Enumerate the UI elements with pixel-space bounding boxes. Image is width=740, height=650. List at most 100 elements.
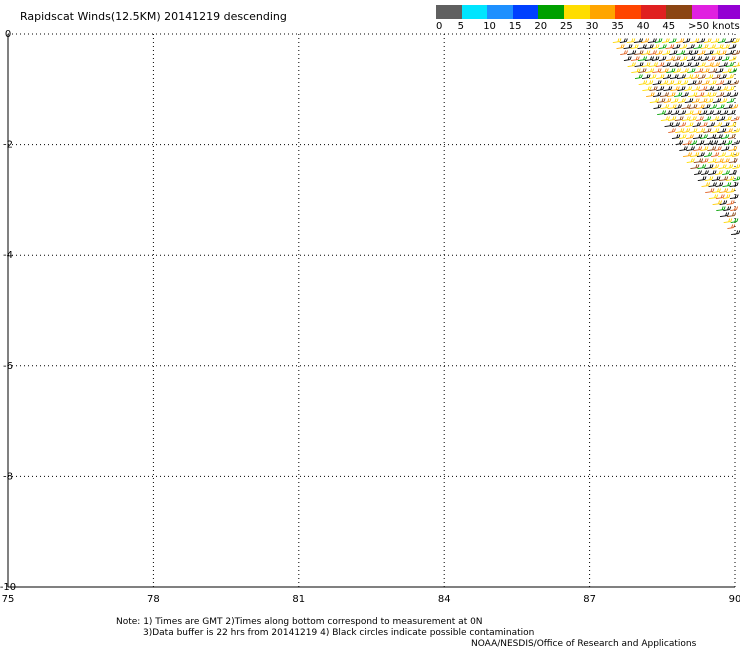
wind-barb <box>727 110 736 115</box>
wind-barb <box>711 164 720 169</box>
wind-barb <box>702 116 712 121</box>
wind-barb <box>671 110 680 115</box>
wind-barb <box>713 134 723 139</box>
note-line-1: Note: 1) Times are GMT 2)Times along bot… <box>116 617 483 627</box>
wind-barb <box>697 50 706 55</box>
wind-barb <box>727 224 736 229</box>
legend-swatch <box>717 5 740 19</box>
wind-barb <box>721 158 730 163</box>
wind-barb <box>683 62 692 67</box>
wind-barb <box>674 116 684 121</box>
wind-barb <box>686 44 695 49</box>
wind-barb <box>626 38 636 43</box>
wind-barb <box>656 98 666 103</box>
wind-barb <box>686 146 695 151</box>
wind-barb <box>727 134 736 139</box>
wind-barb <box>692 134 703 139</box>
wind-barb <box>697 176 707 181</box>
x-tick-label: 84 <box>438 594 451 605</box>
wind-barb <box>719 98 728 103</box>
x-tick-label: 75 <box>2 594 15 605</box>
wind-barb <box>715 182 724 187</box>
wind-barb <box>714 56 723 61</box>
wind-barb <box>665 44 675 49</box>
wind-barb <box>725 62 735 67</box>
wind-barb <box>667 92 676 97</box>
wind-barb <box>721 146 730 151</box>
wind-barb <box>631 68 641 73</box>
wind-barb <box>721 56 730 61</box>
wind-barb <box>645 80 654 85</box>
wind-barb <box>704 74 714 79</box>
wind-barb <box>670 98 679 103</box>
wind-barb <box>731 230 740 235</box>
wind-barb <box>675 140 684 145</box>
wind-barb <box>715 194 725 199</box>
wind-barb <box>678 134 687 139</box>
y-tick-label: -10 <box>0 582 16 593</box>
wind-barb <box>728 56 737 61</box>
wind-barb <box>642 86 652 91</box>
wind-barb <box>704 50 714 55</box>
wind-barb <box>702 92 712 97</box>
wind-barb <box>701 182 711 187</box>
wind-barb <box>660 116 670 121</box>
wind-barb <box>673 80 682 85</box>
wind-barb <box>623 56 632 61</box>
wind-barb <box>718 62 728 67</box>
wind-barb <box>695 116 704 121</box>
wind-barb <box>729 68 738 73</box>
wind-barb <box>707 56 716 61</box>
wind-barb <box>719 188 729 193</box>
wind-barb <box>731 152 740 157</box>
legend-label: 40 <box>636 21 650 32</box>
legend-swatch <box>563 5 590 19</box>
wind-barb <box>630 44 639 49</box>
wind-barb <box>679 44 688 49</box>
wind-barb <box>710 152 720 157</box>
wind-barb <box>701 68 710 73</box>
wind-barb <box>662 74 672 79</box>
wind-barb <box>633 38 644 43</box>
legend-swatch <box>666 5 692 19</box>
wind-barb <box>714 158 724 163</box>
legend-label: 35 <box>611 21 624 32</box>
wind-barb <box>722 194 731 199</box>
wind-barb <box>658 44 667 49</box>
y-tick-label: 0 <box>5 29 11 40</box>
wind-barb <box>709 116 720 121</box>
legend-swatch <box>512 5 539 19</box>
wind-barb <box>683 74 694 79</box>
wind-barb <box>668 38 677 43</box>
wind-barb <box>652 80 662 85</box>
wind-barb <box>696 128 706 133</box>
y-tick-label: -6 <box>3 361 13 372</box>
wind-barb <box>695 104 705 109</box>
wind-barb <box>700 158 709 163</box>
wind-barb <box>641 50 651 55</box>
wind-barb <box>730 104 739 109</box>
wind-barb <box>676 62 685 67</box>
wind-barb <box>730 92 739 97</box>
wind-barb <box>722 80 732 85</box>
wind-barb <box>682 152 693 157</box>
wind-barb <box>678 122 687 127</box>
wind-barb <box>681 116 691 121</box>
wind-barb <box>700 44 709 49</box>
wind-barb <box>708 182 717 187</box>
wind-barb <box>616 44 625 49</box>
wind-barb <box>701 80 710 85</box>
wind-barb <box>662 50 671 55</box>
wind-barb <box>682 38 691 43</box>
wind-barb <box>665 56 676 61</box>
legend-label: 0 <box>436 21 443 32</box>
wind-barb <box>669 62 679 67</box>
x-tick-label: 81 <box>292 594 305 605</box>
wind-barb <box>649 98 660 103</box>
legend-label: 45 <box>662 21 676 32</box>
wind-barb <box>648 74 657 79</box>
legend-swatch <box>615 5 641 19</box>
wind-barb <box>726 200 735 205</box>
wind-barb <box>661 38 670 43</box>
